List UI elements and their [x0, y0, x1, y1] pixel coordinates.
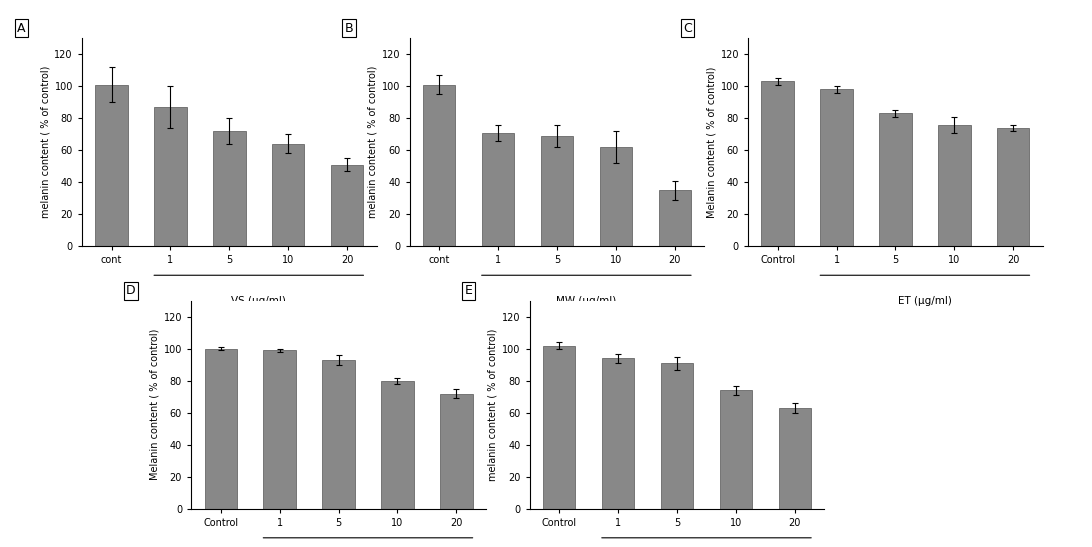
- Bar: [600, 147, 632, 246]
- Bar: [658, 190, 691, 246]
- Y-axis label: Melanin content ( % of control): Melanin content ( % of control): [150, 329, 159, 480]
- Bar: [938, 125, 971, 246]
- Bar: [331, 165, 364, 246]
- Bar: [213, 131, 246, 246]
- Bar: [272, 144, 305, 246]
- Text: D: D: [127, 284, 135, 297]
- Bar: [423, 85, 455, 246]
- Bar: [482, 132, 514, 246]
- Bar: [820, 90, 853, 246]
- Bar: [440, 394, 473, 509]
- Text: B: B: [345, 22, 353, 34]
- Bar: [322, 360, 355, 509]
- Bar: [543, 346, 575, 509]
- Text: VS (µg/ml): VS (µg/ml): [232, 296, 286, 306]
- Text: A: A: [17, 22, 25, 34]
- Bar: [761, 82, 794, 246]
- Text: C: C: [684, 22, 692, 34]
- Bar: [997, 128, 1030, 246]
- Bar: [602, 358, 634, 509]
- Bar: [541, 136, 573, 246]
- Bar: [661, 363, 693, 509]
- Text: E: E: [465, 284, 473, 297]
- Bar: [154, 107, 187, 246]
- Y-axis label: melanin content ( % of control): melanin content ( % of control): [488, 329, 498, 481]
- Bar: [263, 351, 296, 509]
- Text: ET (µg/ml): ET (µg/ml): [898, 296, 952, 306]
- Bar: [720, 391, 752, 509]
- Text: MW (µg/ml): MW (µg/ml): [556, 296, 617, 306]
- Y-axis label: melanin content ( % of control): melanin content ( % of control): [40, 66, 50, 218]
- Bar: [381, 381, 414, 509]
- Bar: [779, 408, 811, 509]
- Y-axis label: Melanin content ( % of control): Melanin content ( % of control): [707, 67, 716, 218]
- Y-axis label: melanin content ( % of control): melanin content ( % of control): [368, 66, 378, 218]
- Bar: [95, 85, 128, 246]
- Bar: [204, 349, 237, 509]
- Bar: [879, 113, 912, 246]
